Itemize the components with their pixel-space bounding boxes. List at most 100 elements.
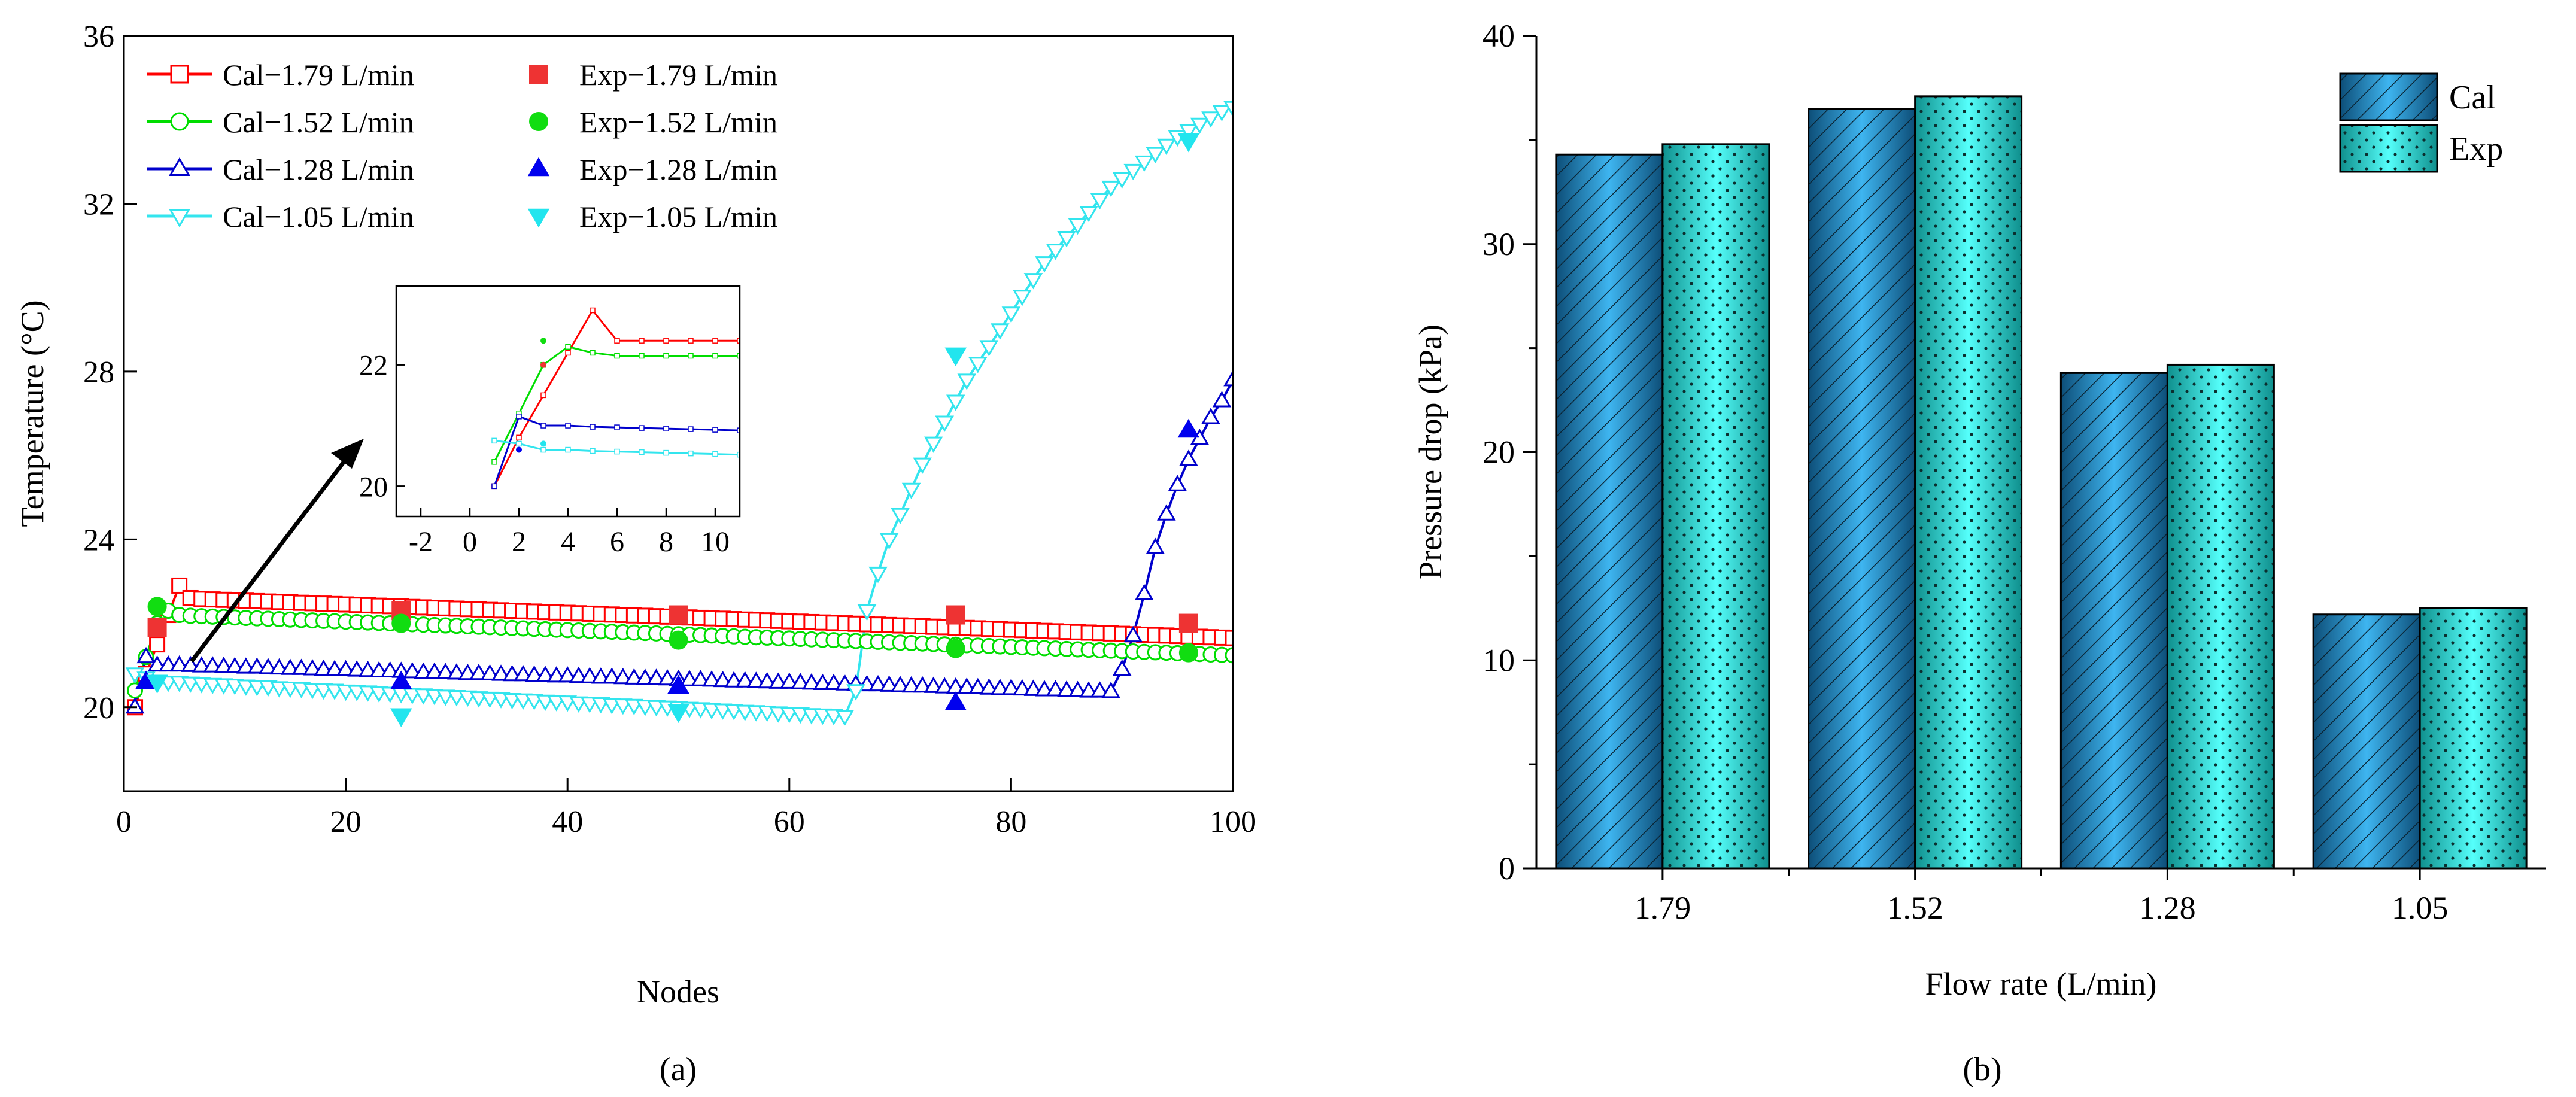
a-exp-point-5-4: [1178, 643, 1198, 663]
panel-a-label: (a): [660, 1051, 697, 1088]
a-point-1-99: [1225, 647, 1233, 664]
b-bars: [1555, 95, 2528, 870]
inset-exp-point-7-0: [540, 440, 546, 447]
a-point-2-13: [269, 658, 289, 675]
inset-point-2-6: [639, 425, 645, 431]
inset-point-0-6: [639, 338, 645, 344]
a-ylabel: Temperature (°C): [14, 300, 50, 527]
a-point-3-69: [891, 508, 910, 525]
a-point-2-58: [768, 672, 788, 689]
inset-point-3-4: [590, 448, 596, 454]
inset-point-1-8: [688, 353, 694, 359]
a-series-markers: [125, 101, 1233, 728]
a-point-2-54: [724, 671, 743, 688]
inset-point-1-7: [663, 353, 669, 359]
a-point-2-20: [347, 660, 366, 677]
inset-point-0-9: [712, 338, 718, 344]
a-point-2-57: [757, 671, 777, 689]
a-point-3-91: [1134, 155, 1154, 172]
a-point-3-92: [1146, 147, 1165, 164]
inset-ytick-label-1: 22: [359, 350, 388, 382]
inset-exp-point-4-0: [540, 361, 546, 368]
a-point-2-41: [580, 667, 600, 683]
a-plot-frame: [123, 35, 1234, 792]
a-point-2-15: [291, 658, 311, 675]
a-point-2-9: [225, 657, 245, 673]
bar-pattern: [1808, 108, 1915, 868]
a-point-2-94: [1168, 475, 1187, 491]
legend-swatch-pattern: [2340, 74, 2437, 120]
a-point-2-73: [935, 677, 955, 694]
a-point-2-70: [901, 676, 921, 693]
a-xtick-label-4: 80: [995, 805, 1026, 839]
a-point-2-39: [558, 666, 578, 683]
inset-point-2-4: [590, 424, 596, 430]
a-point-2-18: [325, 660, 344, 676]
a-point-2-75: [957, 677, 977, 694]
bar-exp-1.79: [1661, 143, 1770, 870]
a-point-2-51: [691, 670, 710, 686]
a-point-2-0: [125, 697, 145, 714]
inset-point-3-3: [565, 446, 571, 453]
inset-chart: -2 0 2 4 6 8 10 20 22: [359, 285, 741, 558]
a-exp-point-6-4: [1177, 418, 1200, 438]
a-point-2-72: [924, 676, 943, 693]
a-exp-point-6-1: [390, 670, 412, 689]
a-point-2-86: [1079, 681, 1098, 698]
a-point-2-2: [147, 655, 167, 672]
bar-pattern: [1662, 144, 1769, 869]
b-xtick-label-2: 1.28: [2139, 890, 2196, 926]
legend-marker-0: [170, 65, 189, 84]
inset-exp-point-5-0: [540, 338, 546, 344]
inset-point-1-4: [590, 350, 596, 356]
a-point-2-93: [1157, 504, 1176, 521]
zoom-arrow-shaft: [190, 454, 350, 663]
a-point-2-38: [546, 666, 566, 683]
a-point-2-98: [1212, 391, 1232, 408]
a-point-3-70: [901, 482, 921, 499]
bar-pattern: [2420, 608, 2527, 868]
inset-background: [396, 286, 740, 516]
a-point-2-89: [1112, 659, 1132, 676]
inset-point-3-2: [540, 446, 546, 453]
b-xtick-label-3: 1.05: [2392, 890, 2449, 926]
a-point-3-87: [1090, 193, 1110, 210]
inset-point-3-1: [516, 440, 522, 447]
inset-point-2-0: [491, 483, 497, 490]
a-point-2-11: [247, 657, 267, 674]
a-point-2-88: [1101, 682, 1120, 698]
a-point-2-12: [259, 658, 278, 674]
inset-point-3-6: [639, 449, 645, 455]
zoom-arrow: [190, 439, 364, 663]
legend-exp: Exp: [2339, 124, 2503, 173]
inset-xtick-label-3: 4: [561, 526, 575, 558]
a-point-2-21: [358, 660, 378, 677]
bar-cal-1.05: [2312, 613, 2421, 870]
a-point-2-50: [680, 670, 699, 686]
a-point-3-93: [1157, 138, 1176, 156]
a-point-2-4: [169, 655, 189, 672]
legend-marker-1: [170, 112, 189, 131]
inset-point-3-10: [737, 451, 740, 458]
legend-cal-column: Cal−1.79 L/min Cal−1.52 L/min Cal−1.28 L/m…: [147, 58, 414, 233]
a-point-2-25: [402, 662, 422, 679]
legend-label-cal: Cal: [2449, 79, 2496, 116]
a-ytick-label-4: 36: [83, 20, 114, 54]
a-ytick-label-0: 20: [83, 691, 114, 725]
a-point-2-52: [702, 670, 721, 687]
a-point-2-81: [1023, 679, 1043, 696]
a-point-2-59: [779, 672, 799, 689]
a-point-3-81: [1023, 273, 1043, 290]
a-point-3-95: [1179, 124, 1198, 141]
zoom-arrow-head: [331, 439, 364, 469]
a-point-3-79: [1001, 306, 1021, 323]
inset-xtick-label-0: -2: [409, 526, 433, 558]
b-ytick-label-1: 10: [1483, 642, 1515, 678]
a-point-3-64: [835, 710, 855, 727]
a-point-2-76: [968, 677, 988, 695]
inset-point-0-8: [688, 338, 694, 344]
legend-label-5: Exp−1.52 L/min: [579, 105, 777, 139]
a-point-3-97: [1201, 111, 1220, 128]
a-point-2-33: [491, 664, 511, 681]
b-ytick-label-3: 30: [1483, 226, 1515, 262]
